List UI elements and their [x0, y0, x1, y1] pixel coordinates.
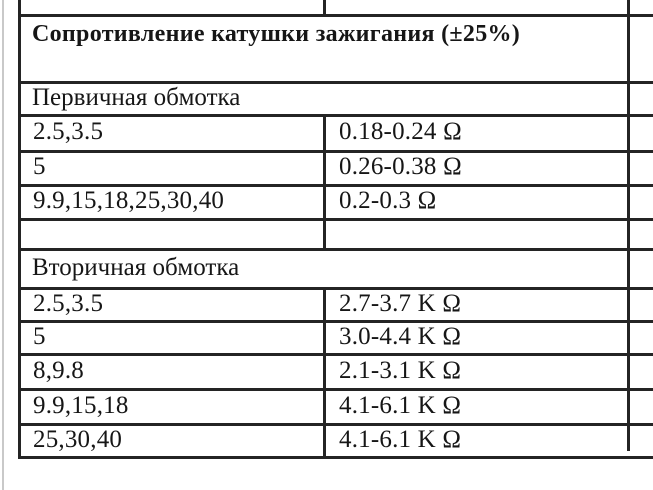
cell-resistance: 0.2-0.3 Ω: [339, 187, 437, 214]
grid-hline: [18, 320, 653, 323]
grid-hline: [18, 388, 653, 391]
grid-hline: [18, 353, 653, 356]
cell-resistance: 2.1-3.1 K Ω: [339, 356, 462, 384]
cell-models: 5: [33, 322, 46, 350]
grid-hline: [18, 81, 653, 84]
grid-hline: [18, 150, 653, 153]
grid-vline-column-divider: [323, 287, 326, 456]
grid-hline: [18, 218, 653, 221]
cell-models: 2.5,3.5: [33, 118, 104, 145]
cell-resistance: 4.1-6.1 K Ω: [339, 425, 462, 453]
cell-resistance: 3.0-4.4 K Ω: [339, 322, 462, 350]
cell-models: 25,30,40: [33, 425, 123, 453]
cell-models: 9.9,15,18: [33, 391, 129, 419]
section-header-secondary: Вторичная обмотка: [32, 253, 240, 281]
cell-models: 2.5,3.5: [33, 289, 104, 317]
grid-vline-right-column: [627, 0, 630, 451]
cell-models: 8,9.8: [33, 356, 84, 384]
grid-vline-left-border: [18, 0, 21, 459]
cell-resistance: 0.26-0.38 Ω: [339, 153, 462, 180]
cell-resistance: 0.18-0.24 Ω: [339, 118, 462, 145]
cell-models: 5: [33, 153, 46, 180]
scan-artifact-line: [2, 0, 4, 490]
section-header-primary: Первичная обмотка: [32, 83, 241, 111]
table-title: Сопротивление катушки зажигания (±25%): [32, 21, 521, 47]
grid-hline: [18, 114, 653, 117]
grid-vline-column-divider: [323, 0, 326, 14]
cell-models: 9.9,15,18,25,30,40: [33, 187, 225, 214]
grid-hline: [18, 184, 653, 187]
grid-hline: [18, 423, 653, 426]
cell-resistance: 2.7-3.7 K Ω: [339, 289, 462, 317]
grid-hline: [18, 248, 653, 251]
grid-hline: [18, 14, 653, 17]
grid-vline-column-divider: [323, 114, 326, 248]
cell-resistance: 4.1-6.1 K Ω: [339, 391, 462, 419]
grid-hline: [18, 287, 653, 290]
grid-hline: [18, 456, 653, 459]
